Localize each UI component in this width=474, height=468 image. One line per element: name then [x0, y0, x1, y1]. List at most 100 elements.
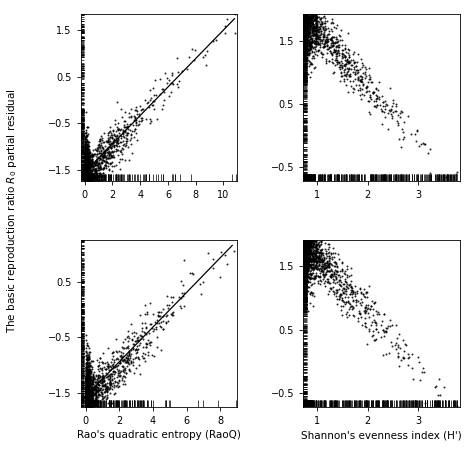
Point — [300, 14, 307, 21]
Point — [300, 21, 308, 28]
Point — [314, 279, 322, 287]
Point — [83, 406, 91, 414]
Point — [83, 180, 91, 187]
Point — [307, 241, 315, 249]
Point — [407, 130, 415, 138]
Point — [300, 36, 307, 43]
Point — [82, 406, 90, 414]
Point — [319, 235, 326, 243]
Point — [82, 140, 90, 148]
Point — [119, 352, 127, 360]
Point — [82, 175, 90, 183]
Point — [81, 157, 89, 165]
Point — [82, 180, 90, 187]
Point — [330, 289, 338, 296]
Point — [86, 175, 93, 182]
Point — [87, 389, 94, 397]
Point — [358, 85, 365, 93]
Point — [301, 233, 309, 241]
Point — [344, 263, 351, 270]
Point — [329, 48, 337, 55]
Point — [306, 42, 314, 49]
Point — [321, 261, 329, 269]
Point — [304, 247, 311, 254]
Point — [300, 7, 308, 15]
Point — [88, 167, 96, 175]
Point — [305, 256, 312, 264]
Point — [82, 156, 89, 163]
Point — [338, 265, 346, 272]
Point — [82, 173, 90, 180]
Point — [319, 50, 326, 57]
Point — [83, 171, 91, 178]
Point — [83, 180, 91, 187]
Point — [83, 391, 91, 399]
Point — [82, 400, 90, 408]
Point — [81, 180, 89, 187]
Point — [306, 22, 313, 29]
Point — [114, 152, 122, 159]
Point — [100, 129, 108, 137]
Point — [308, 7, 315, 15]
Point — [91, 383, 98, 391]
Point — [322, 250, 330, 258]
Point — [300, 27, 307, 35]
Point — [82, 180, 89, 187]
Point — [85, 180, 92, 187]
Point — [306, 257, 313, 265]
Point — [301, 244, 309, 252]
Point — [301, 233, 309, 241]
Point — [307, 28, 314, 36]
Point — [309, 19, 316, 27]
Point — [88, 180, 96, 187]
Point — [301, 236, 308, 244]
Point — [301, 7, 309, 15]
Point — [343, 55, 351, 63]
Point — [82, 395, 90, 402]
Point — [161, 70, 169, 77]
Point — [300, 12, 308, 20]
Point — [359, 61, 366, 68]
Point — [381, 328, 388, 336]
Point — [109, 141, 117, 149]
Point — [84, 399, 92, 407]
Point — [84, 406, 91, 414]
Point — [315, 239, 323, 246]
Point — [81, 168, 89, 176]
Point — [96, 386, 104, 394]
Point — [300, 233, 308, 241]
Point — [82, 384, 90, 391]
Point — [303, 241, 310, 249]
Point — [300, 249, 307, 256]
Point — [81, 178, 89, 186]
Point — [82, 180, 90, 187]
Point — [304, 233, 311, 241]
Point — [301, 239, 308, 246]
Point — [300, 248, 307, 255]
Point — [302, 7, 310, 15]
Point — [301, 233, 309, 241]
Point — [301, 22, 308, 30]
Point — [85, 398, 92, 405]
Point — [305, 237, 312, 244]
Point — [82, 166, 90, 173]
Point — [152, 77, 159, 84]
Point — [301, 25, 308, 33]
Point — [100, 152, 108, 159]
Point — [82, 180, 89, 187]
Point — [82, 395, 90, 402]
Point — [97, 144, 104, 152]
Point — [347, 56, 355, 64]
Point — [300, 7, 307, 15]
Point — [86, 344, 93, 352]
Point — [301, 22, 309, 29]
Point — [399, 336, 406, 344]
Point — [116, 372, 124, 379]
Point — [116, 357, 124, 364]
Point — [89, 152, 97, 159]
Point — [87, 173, 94, 181]
Point — [346, 77, 354, 84]
Point — [310, 233, 317, 241]
Point — [306, 233, 314, 241]
Point — [84, 179, 92, 186]
